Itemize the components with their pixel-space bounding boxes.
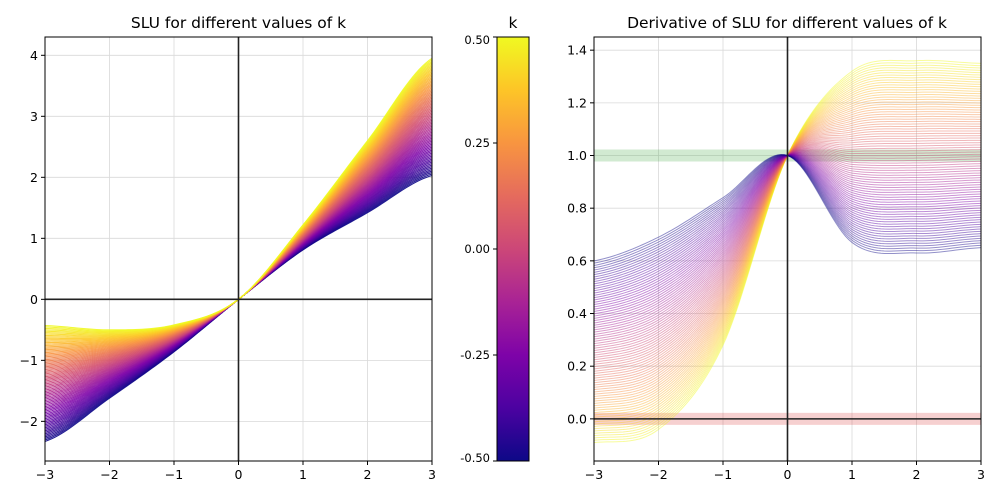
slu-xtick-label: 0 (235, 467, 243, 482)
colorbar-tick-label: -0.50 (460, 451, 490, 465)
derivative-xtick-label: 2 (913, 467, 921, 482)
derivative-ytick-label: 0.2 (567, 359, 587, 374)
derivative-xtick-label: 1 (848, 467, 856, 482)
derivative-chart-title: Derivative of SLU for different values o… (627, 14, 947, 32)
derivative-ytick-label: 1.2 (567, 95, 587, 110)
derivative-ytick-label: 0.4 (567, 306, 587, 321)
derivative-ytick-label: 0.0 (567, 411, 587, 426)
derivative-plot-frame (593, 36, 982, 462)
slu-xtick-label: 3 (428, 467, 436, 482)
colorbar-tick-label: -0.25 (460, 348, 490, 362)
slu-derivative-chart: Derivative of SLU for different values o… (567, 14, 985, 482)
derivative-ytick-label: 0.6 (567, 253, 587, 268)
slu-ytick-label: −2 (20, 414, 38, 429)
slu-xtick-label: −3 (36, 467, 54, 482)
slu-ytick-label: 3 (30, 109, 38, 124)
slu-ticks: −3 −2 −1 0 1 2 3 −2 −1 0 1 2 3 4 (20, 48, 436, 482)
slu-ytick-label: 1 (30, 231, 38, 246)
slu-ytick-label: 4 (30, 48, 38, 63)
slu-xtick-label: 2 (364, 467, 372, 482)
derivative-ticks: −3 −2 −1 0 1 2 3 0.0 0.2 0.4 0.6 0.8 1.0 1.2 1.4 (567, 43, 985, 482)
colorbar: k 0.50 0.25 0.00 -0.25 -0.50 (460, 14, 530, 465)
derivative-ytick-label: 0.8 (567, 201, 587, 216)
derivative-xtick-label: −1 (714, 467, 732, 482)
colorbar-gradient (496, 36, 530, 462)
colorbar-ticks: 0.50 0.25 0.00 -0.25 -0.50 (460, 33, 497, 465)
derivative-xtick-label: −3 (585, 467, 603, 482)
slu-axes (45, 37, 432, 461)
slu-ytick-label: 0 (30, 292, 38, 307)
slu-ytick-label: 2 (30, 170, 38, 185)
colorbar-title: k (509, 14, 518, 32)
colorbar-tick-label: 0.25 (464, 136, 490, 150)
derivative-ytick-label: 1.0 (567, 148, 587, 163)
derivative-xtick-label: −2 (649, 467, 667, 482)
derivative-axes (594, 37, 981, 461)
slu-xtick-label: −1 (165, 467, 183, 482)
slu-ytick-label: −1 (20, 353, 38, 368)
colorbar-tick-label: 0.00 (464, 242, 490, 256)
slu-xtick-label: 1 (299, 467, 307, 482)
derivative-xtick-label: 3 (977, 467, 985, 482)
derivative-ytick-label: 1.4 (567, 43, 587, 58)
derivative-xtick-label: 0 (784, 467, 792, 482)
colorbar-tick-label: 0.50 (464, 33, 490, 47)
slu-chart: SLU for different values of k −3 −2 −1 0 1 2 3… (20, 14, 436, 482)
slu-chart-title: SLU for different values of k (131, 14, 346, 32)
slu-plot-frame (44, 36, 433, 462)
slu-xtick-label: −2 (100, 467, 118, 482)
